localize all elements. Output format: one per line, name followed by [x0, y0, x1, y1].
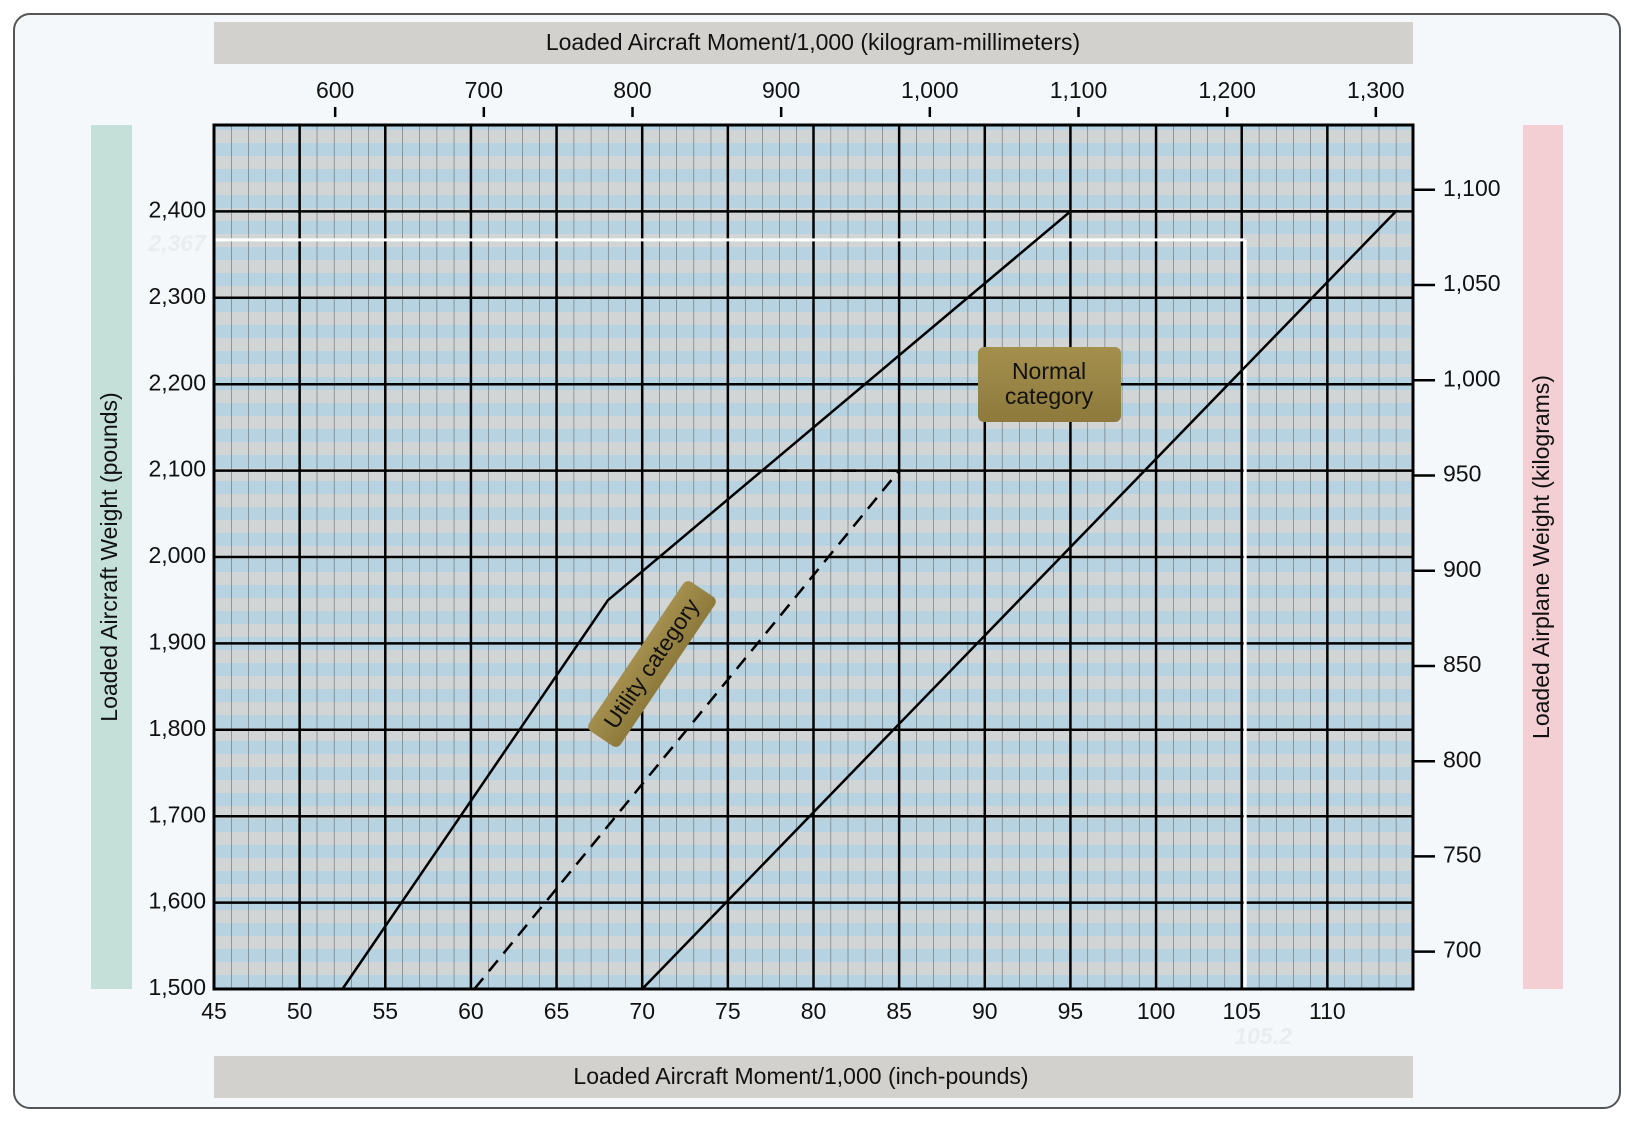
y2-tick-label: 1,050: [1443, 270, 1501, 296]
y2-tick-label: 750: [1443, 842, 1481, 868]
x-tick-label: 65: [544, 998, 570, 1024]
dashed-envelope-line: [473, 469, 902, 990]
y-tick-label: 1,600: [148, 888, 206, 914]
x2-tick-label: 600: [316, 77, 354, 103]
x-axis-label: Loaded Aircraft Moment/1,000 (inch-pound…: [573, 1063, 1028, 1089]
x-tick-label: 60: [458, 998, 484, 1024]
x-tick-label: 55: [372, 998, 398, 1024]
bottom-title-bar: [214, 1056, 1413, 1098]
x2-tick-label: 800: [613, 77, 651, 103]
y2-tick-label: 800: [1443, 746, 1481, 772]
y-tick-label: 1,700: [148, 801, 206, 827]
x-tick-label: 110: [1309, 998, 1346, 1024]
reference-moment-label: 105.2: [1234, 1023, 1292, 1049]
x-tick-label: 75: [715, 998, 741, 1024]
normal-category-tag: Normal category: [978, 347, 1121, 422]
x2-tick-label: 1,300: [1347, 77, 1405, 103]
tag-label: Normal category: [1005, 358, 1094, 409]
y-tick-label: 1,800: [148, 715, 206, 741]
envelope-line: [341, 210, 1399, 990]
x-tick-label: 80: [801, 998, 827, 1024]
x-tick-label: 70: [629, 998, 655, 1024]
x-tick-label: 50: [287, 998, 313, 1024]
x-tick-label: 105: [1223, 998, 1261, 1024]
y-tick-label: 2,000: [148, 542, 206, 568]
x2-tick-label: 1,200: [1198, 77, 1256, 103]
x2-tick-label: 700: [465, 77, 503, 103]
y2-axis-label: Loaded Airplane Weight (kilograms): [1528, 375, 1554, 739]
tag-box: [978, 347, 1121, 422]
x2-tick-label: 1,000: [901, 77, 959, 103]
x2-axis-label: Loaded Aircraft Moment/1,000 (kilogram-m…: [546, 29, 1080, 55]
right-title-bar: [1523, 125, 1563, 989]
x-tick-label: 100: [1137, 998, 1175, 1024]
x-tick-label: 95: [1058, 998, 1084, 1024]
y-tick-label: 2,100: [148, 456, 206, 482]
y-axis-label: Loaded Aircraft Weight (pounds): [96, 392, 122, 721]
y2-tick-label: 900: [1443, 556, 1481, 582]
y2-tick-label: 700: [1443, 937, 1481, 963]
y-tick-label: 2,200: [148, 369, 206, 395]
y-tick-label: 1,500: [148, 974, 206, 1000]
y-tick-label: 2,300: [148, 283, 206, 309]
tag-box: [588, 581, 716, 747]
y-tick-label: 1,900: [148, 628, 206, 654]
y2-tick-label: 1,100: [1443, 175, 1501, 201]
plot-border: [212, 123, 1415, 991]
x2-tick-label: 1,100: [1050, 77, 1108, 103]
x-tick-label: 45: [201, 998, 227, 1024]
y2-tick-label: 850: [1443, 651, 1481, 677]
y-tick-label: 2,400: [148, 196, 206, 222]
x-tick-label: 90: [972, 998, 998, 1024]
y2-tick-label: 1,000: [1443, 365, 1501, 391]
x-tick-label: 85: [886, 998, 912, 1024]
x2-tick-label: 900: [762, 77, 800, 103]
left-title-bar: [91, 125, 132, 989]
reference-weight-label: 2,367: [147, 230, 207, 256]
y2-tick-label: 950: [1443, 461, 1481, 487]
top-title-bar: [214, 22, 1413, 64]
